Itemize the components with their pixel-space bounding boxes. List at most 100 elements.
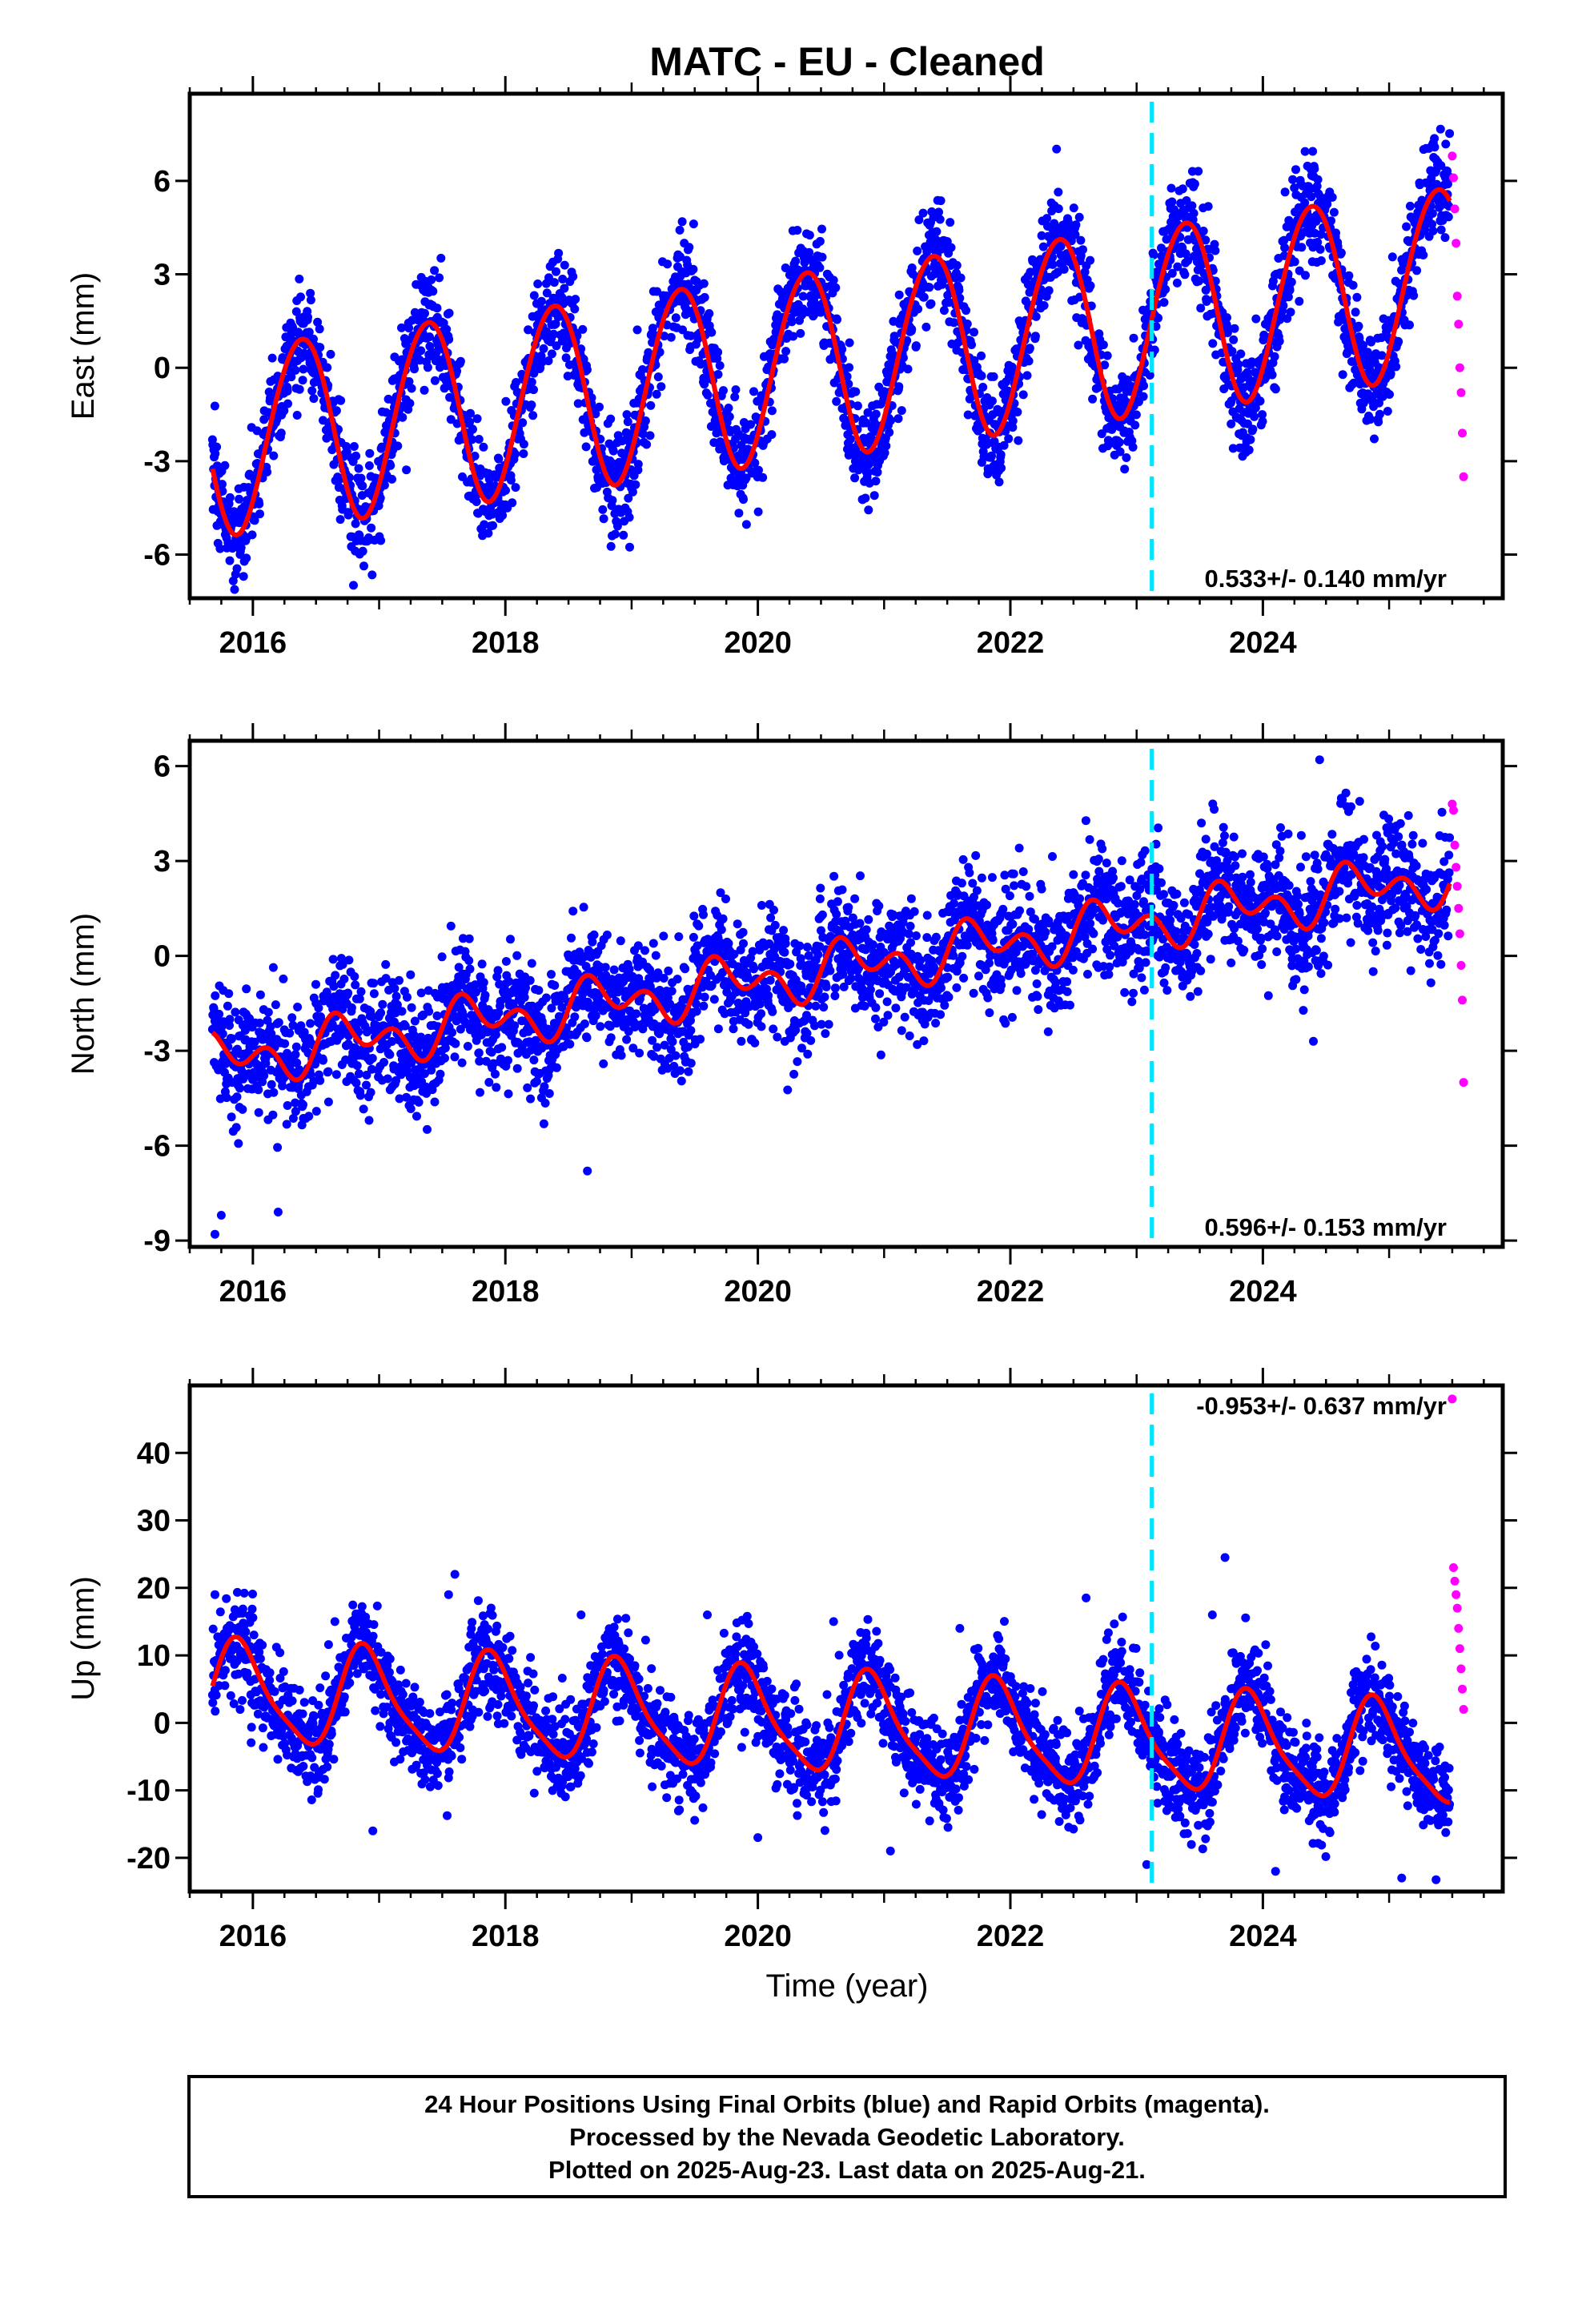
final-point [549,278,559,287]
final-point [436,253,446,263]
final-point [263,467,272,476]
final-point [668,1037,677,1047]
final-point [863,408,873,417]
final-point [390,983,400,993]
final-point [457,1058,467,1068]
final-point [296,292,305,302]
final-point [315,343,325,352]
final-point [738,927,748,937]
final-point [351,1078,361,1088]
final-point [753,507,763,517]
final-point [692,1007,701,1016]
final-point [1044,286,1054,296]
final-point [220,460,230,470]
final-point [713,1024,723,1034]
final-point [544,356,553,366]
final-point [864,505,873,515]
final-point [323,1067,333,1076]
y-tick-label: 3 [154,259,171,292]
final-point [645,431,655,440]
final-point [628,487,637,497]
final-point [633,460,643,469]
final-point [845,338,854,348]
final-point [787,317,797,327]
final-point [674,932,684,942]
final-point [527,959,536,968]
x-tick-label: 2022 [977,626,1045,660]
final-point [225,556,235,565]
final-point [739,495,748,505]
final-point [336,396,346,405]
final-point [506,476,516,485]
final-point [1139,381,1148,391]
final-point [228,576,238,585]
final-point [267,1080,276,1089]
final-point [610,529,620,539]
final-point [659,974,669,983]
final-point [468,424,477,434]
final-point [376,536,386,545]
final-point [354,464,363,473]
final-point [432,304,442,313]
chart-title: MATC - EU - Cleaned [649,39,1045,84]
final-point [279,406,289,416]
final-point [591,409,600,419]
final-point [440,1053,449,1063]
final-point [533,279,543,288]
final-point [349,442,359,451]
final-point [279,974,288,983]
final-point [913,246,922,255]
final-point [1187,201,1197,211]
final-point [932,227,942,236]
final-point [881,441,891,451]
final-point [491,1069,500,1079]
final-point [571,295,580,304]
final-point [304,328,314,337]
y-tick-label: 6 [154,165,171,199]
final-point [356,987,366,996]
final-point [978,383,988,392]
final-point [1223,313,1231,323]
final-point [323,1097,333,1107]
final-point [936,196,946,206]
final-point [1048,259,1058,269]
final-point [1365,366,1375,376]
final-point [648,324,657,333]
final-point [1004,434,1014,444]
final-point [619,530,628,540]
final-point [306,296,315,305]
final-point [612,521,622,531]
final-point [369,979,379,988]
final-point [568,907,578,916]
final-point [494,454,504,464]
final-point [1199,227,1208,235]
final-point [504,1089,513,1099]
final-point [355,1091,365,1100]
final-point [885,428,894,437]
final-point [817,252,827,262]
final-point [606,541,616,551]
final-point [250,516,259,525]
final-point [465,417,475,427]
final-point [652,287,662,296]
final-point [781,347,791,356]
final-point [406,1104,416,1113]
final-point [326,349,335,359]
final-point [435,273,444,283]
final-point [547,349,556,359]
final-point [464,956,474,965]
final-point [236,543,246,553]
final-point [648,939,658,948]
final-point [442,324,452,334]
final-point [232,1092,242,1102]
final-point [255,990,265,999]
final-point [1054,187,1063,197]
final-point [805,247,814,257]
final-point [356,473,366,483]
final-point [291,1050,300,1059]
final-point [733,919,742,929]
final-point [785,959,795,969]
final-point [699,279,709,288]
final-point [407,1003,416,1012]
